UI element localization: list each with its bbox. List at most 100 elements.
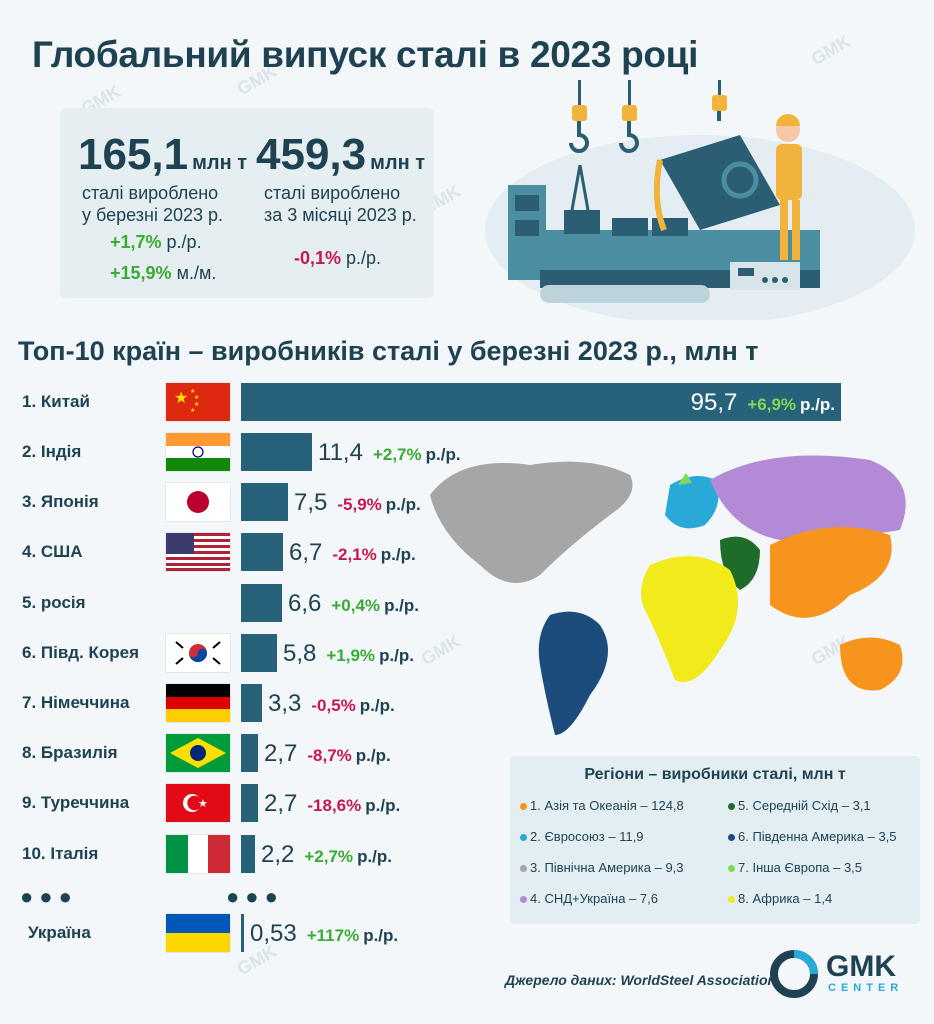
change-value: +1,9% [326,646,376,665]
kpi-march-change-yoy: +1,7% р./р. [110,232,202,252]
value-label: 2,2 [261,841,295,868]
legend-item: 6. Південна Америка – 3,5 [728,829,897,844]
value-label: 0,53 [250,920,297,947]
change-label: +2,7% р./р. [373,445,461,464]
bar-label-group: 2,2 +2,7% р./р. [261,841,392,869]
bar-label-group: 6,6 +0,4% р./р. [288,590,419,618]
legend-item: 1. Азія та Океанія – 124,8 [520,798,684,813]
change-unit: р./р. [355,746,391,765]
change-label: +2,7% р./р. [304,847,392,866]
south-korea-flag [166,634,230,672]
value-label: 2,7 [264,790,298,817]
legend-swatch [728,865,735,873]
kpi-quarter-desc1: сталі вироблено [264,183,401,203]
value-label: 11,4 [318,439,363,466]
change-value: +2,7% [304,847,354,866]
change-value: +6,9% [747,395,797,414]
change-unit: р./р. [365,796,401,815]
bar-label-group: 2,7 -18,6% р./р. [264,790,400,818]
germany-flag [166,684,230,722]
value-label: 6,7 [289,539,323,566]
bar-label-group: 95,7 +6,9% р./р. [691,389,835,417]
kpi-quarter-value: 459,3 [256,130,367,179]
bar-label-group: 5,8 +1,9% р./р. [283,640,414,668]
bar [241,533,283,571]
kpi-march-unit: млн т [192,152,248,174]
legend-swatch [728,834,735,842]
kpi-panel [60,108,434,298]
steel-plant-illustration [485,80,915,320]
legend-swatch [728,896,735,904]
legend-label: 1. Азія та Океанія – 124,8 [530,798,684,813]
change-value: -18,6% [307,796,362,815]
regions-legend: Регіони – виробники сталі, млн т 1. Азія… [510,756,920,924]
country-label: 10. Італія [22,844,99,863]
value-label: 7,5 [294,489,328,516]
bar [241,584,282,622]
change-value: -2,1% [332,545,377,564]
country-label: 7. Німеччина [22,693,130,712]
country-label: 2. Індія [22,442,82,461]
legend-swatch [520,896,527,904]
kpi-march-change-mom: +15,9% м./м. [110,263,217,283]
legend-swatch [520,865,527,873]
change-label: -18,6% р./р. [307,796,400,815]
country-label: 5. росія [22,593,86,612]
legend-item: 5. Середній Схід – 3,1 [728,798,871,813]
bar [241,634,277,672]
legend-item: 7. Інша Європа – 3,5 [728,860,862,875]
legend-item: 8. Африка – 1,4 [728,891,832,906]
svg-text:★: ★ [198,798,208,810]
kpi-quarter-unit: млн т [370,152,426,174]
legend-item: 4. СНД+Україна – 7,6 [520,891,658,906]
legend-label: 8. Африка – 1,4 [738,891,833,906]
chart-title: Топ-10 країн – виробників сталі у березн… [18,336,759,366]
legend-label: 5. Середній Схід – 3,1 [738,798,871,813]
page-title: Глобальний випуск сталі в 2023 році [32,34,699,75]
bar [241,433,312,471]
china-flag: ★ ★ ★ ★ ★ [166,383,230,421]
legend-item: 3. Північна Америка – 9,3 [520,860,684,875]
legend-label: 2. Євросоюз – 11,9 [530,829,644,844]
change-label: -2,1% р./р. [332,545,415,564]
bar [241,914,244,952]
change-value: +2,7% [372,445,422,464]
country-label: Україна [28,923,91,942]
kpi-march-desc1: сталі вироблено [82,183,219,203]
japan-flag [166,483,230,521]
value-label: 6,6 [288,590,322,617]
value-label: 2,7 [264,740,298,767]
legend-label: 7. Інша Європа – 3,5 [738,860,863,875]
value-label: 5,8 [283,640,317,667]
legend-label: 3. Північна Америка – 9,3 [530,860,684,875]
change-value: -5,9% [337,495,382,514]
change-unit: р./р. [363,926,399,945]
italy-flag [166,835,230,873]
bar-label-group: 11,4 +2,7% р./р. [318,439,461,467]
legend-swatch [520,803,527,811]
change-unit: р./р. [359,696,395,715]
change-label: -8,7% р./р. [307,746,390,765]
legend-label: 4. СНД+Україна – 7,6 [530,891,658,906]
svg-text:★: ★ [190,388,195,395]
kpi-march-value: 165,1 [78,130,189,179]
gmk-logo-icon [770,950,818,998]
kpi-quarter: 459,3 млн т сталі вироблено за 3 місяці 2… [256,130,425,226]
change-value: -8,7% [307,746,352,765]
country-label: 8. Бразилія [22,743,118,762]
change-unit: р./р. [380,545,416,564]
change-unit: р./р. [357,847,393,866]
value-label: 3,3 [268,690,302,717]
change-unit: р./р. [379,646,415,665]
svg-text:★: ★ [194,401,199,408]
change-unit: р./р. [800,395,835,414]
change-value: +117% [306,926,360,945]
bar-label-group: 2,7 -8,7% р./р. [264,740,391,768]
gmk-logo: GMK CENTER [770,948,920,1000]
gmk-logo-name: GMK [826,950,896,983]
bar-label-group: 0,53 +117% р./р. [250,920,398,948]
bar [241,835,255,873]
country-label: 9. Туреччина [22,793,130,812]
ellipsis-dots: ●●● [226,884,284,909]
brazil-flag [166,734,230,772]
